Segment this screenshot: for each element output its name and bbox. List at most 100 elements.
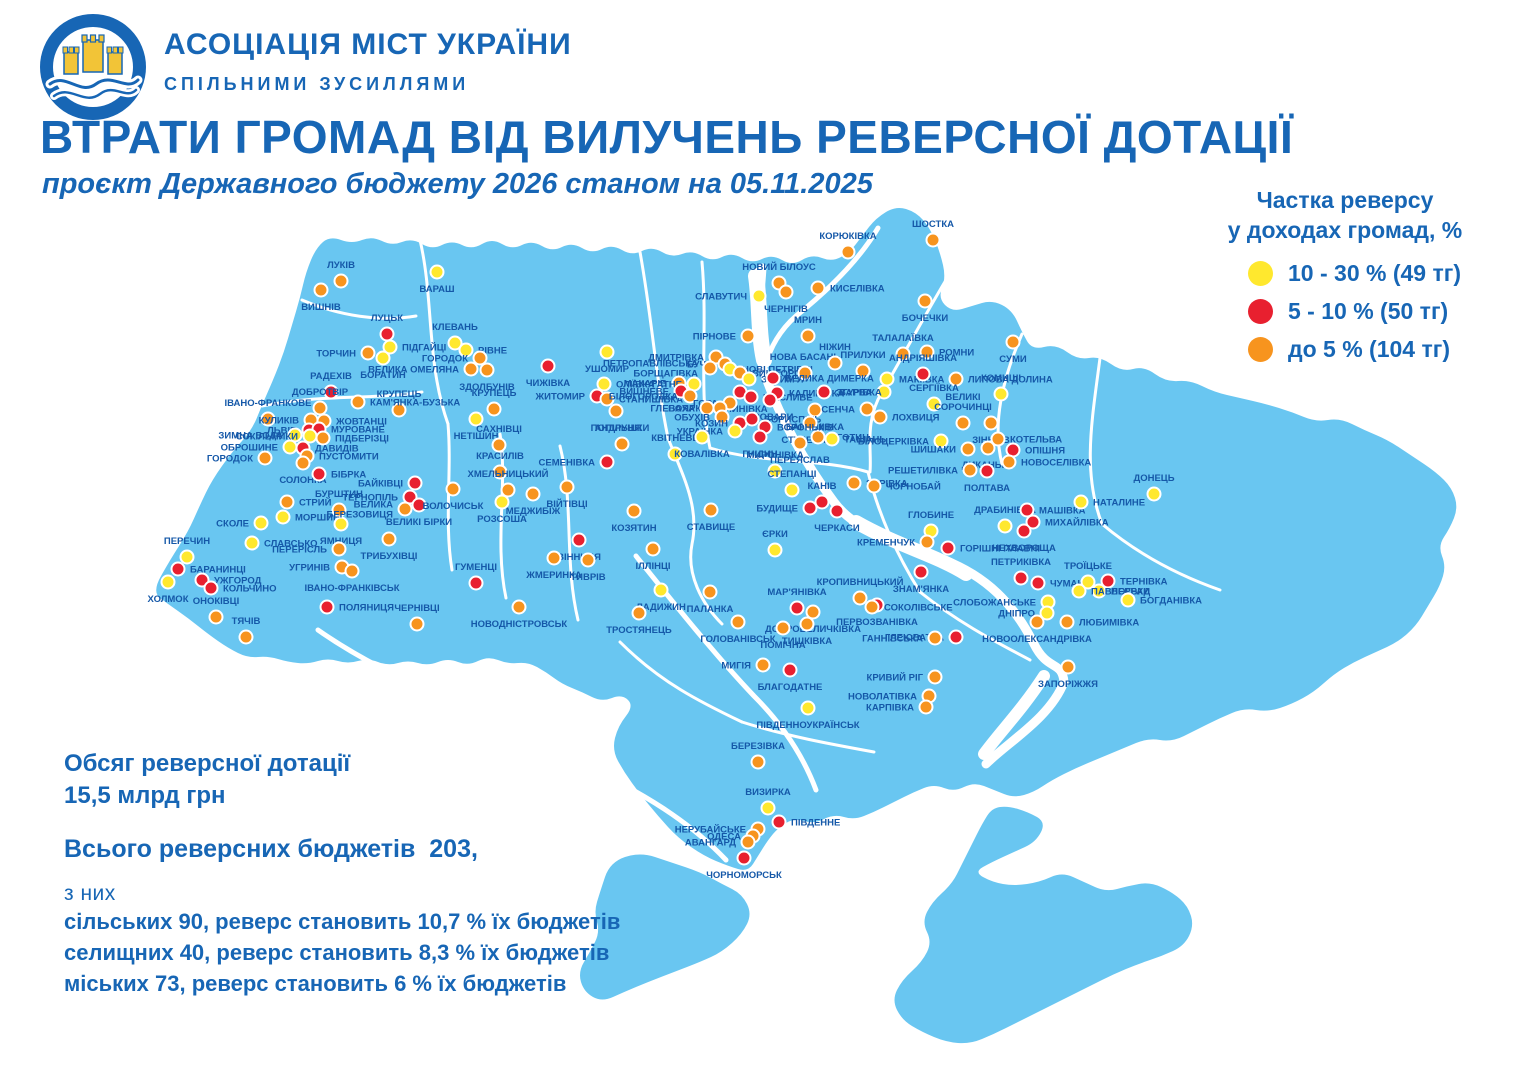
map-point: АВАНГАРД bbox=[685, 834, 756, 850]
legend-item-label: до 5 % (104 тг) bbox=[1288, 335, 1450, 362]
map-point: ОПІШНЯ bbox=[1005, 442, 1065, 458]
map-point: КАРПІВКА bbox=[866, 699, 934, 715]
map-point: ЖИТОМИР bbox=[535, 388, 605, 404]
map-point: ВІЙТІВЦІ bbox=[546, 479, 588, 510]
rivers bbox=[315, 225, 1069, 863]
map-point-label: ПРИЛУКИ bbox=[840, 350, 885, 361]
map-point-label: РОМНИ bbox=[939, 348, 974, 359]
map-point-label: ДОБРОВЕЛИЧКІВКА bbox=[765, 624, 861, 635]
map-point-label: ВЕЛИКА ДИМЕРКА bbox=[785, 374, 874, 385]
map-point: ОНОКІВЦІ bbox=[193, 596, 239, 625]
map-point-label: НЕХВОРОЩА bbox=[992, 543, 1056, 554]
legend-swatch-icon bbox=[1248, 260, 1273, 286]
map-point-label: БОЧЕЧКИ bbox=[902, 313, 949, 324]
map-point-label: НОВИЙ БІЛОУС bbox=[742, 261, 816, 273]
map-point-label: ОБРОШИНЕ bbox=[221, 443, 278, 454]
legend-items: 10 - 30 % (49 тг) 5 - 10 % (50 тг) до 5 % … bbox=[1180, 260, 1510, 363]
map-point-label: ГАННІВСЬКА bbox=[862, 634, 923, 645]
org-name: АСОЦІАЦІЯ МІСТ УКРАЇНИ bbox=[164, 28, 572, 61]
map-point: УГРИНІВ bbox=[289, 559, 350, 575]
map-point: ЛЮБИМІВКА bbox=[1059, 614, 1139, 630]
map-point-label: СОКІЛЬНИКИ bbox=[236, 432, 298, 443]
map-point: ШОСТКА bbox=[912, 219, 954, 248]
map-point: НОВОСЕЛІВКА bbox=[1001, 454, 1091, 470]
map-point: ЯМНИЦЯ bbox=[320, 516, 362, 547]
map-point: СТРИЙ bbox=[279, 494, 332, 510]
map-point-label: БРОВАРИ bbox=[747, 412, 794, 423]
map-point: НЕТІШИН bbox=[454, 411, 499, 442]
map-point-label: КРАСИЛІВ bbox=[476, 451, 524, 462]
map-point: СЕМЕНІВКА bbox=[539, 454, 615, 470]
map-point: ЄРКИ bbox=[762, 529, 788, 558]
legend-title-line1: Частка реверсу bbox=[1256, 187, 1434, 213]
map-point: ЛУЦЬК bbox=[371, 313, 403, 342]
map-point-label: ОПІШНЯ bbox=[1025, 446, 1065, 457]
page-subtitle: проєкт Державного бюджету 2026 станом на… bbox=[42, 168, 873, 200]
map-point: РЕШЕТИЛІВКА bbox=[888, 462, 978, 478]
map-point-label: ШИШАКИ bbox=[911, 445, 957, 456]
map-point-label: ЗДОЛБУНІВ bbox=[459, 382, 515, 393]
map-point: БОЧЕЧКИ bbox=[902, 293, 949, 324]
map-point-label: БЛАГОДАТНЕ bbox=[758, 682, 823, 693]
map-point-label: ЯГОТИН bbox=[830, 433, 869, 444]
map-point: ОБУХІВ bbox=[674, 409, 730, 425]
map-point: ПІВДЕННОУКРАЇНСЬК bbox=[756, 700, 860, 731]
map-point-label: СЛОБОЖАНСЬКЕ bbox=[953, 598, 1036, 609]
map-point: БУРШТИН bbox=[315, 489, 363, 518]
map-point: СТАНИШІВКА bbox=[599, 391, 683, 407]
org-tagline: СПІЛЬНИМИ ЗУСИЛЛЯМИ bbox=[164, 74, 470, 94]
map-point-label: БУРШТИН bbox=[315, 489, 363, 500]
map-point: СОЛОНКА bbox=[279, 455, 327, 486]
map-point-label: КОВАЛІВКА bbox=[674, 449, 730, 460]
map-point-label: ЖМЕРИНКА bbox=[525, 570, 582, 581]
map-point-label: ЗГУРІВКА bbox=[836, 388, 882, 399]
map-point-label: УГРИНІВ bbox=[289, 563, 330, 574]
map-point-label: КОЛЬЧИНО bbox=[223, 584, 276, 595]
map-point: КАНІВ bbox=[807, 481, 837, 510]
map-point-label: БІЛОГОРОДКА bbox=[609, 392, 678, 403]
map-point-label: ТЕРНІВКА bbox=[1120, 577, 1168, 588]
map-point: ТАЛАЛАЇВКА bbox=[872, 333, 934, 362]
map-point: КРИВИЙ РІГ bbox=[867, 669, 943, 685]
map-point: ЗГУРІВКА bbox=[816, 384, 882, 400]
map-point: ВІННИЦЯ bbox=[557, 532, 601, 563]
map-point-label: РОЗСОША bbox=[477, 514, 527, 525]
map-point-label: СЛАВСЬКО bbox=[264, 539, 318, 550]
map-point: ВАРВА bbox=[839, 384, 892, 400]
map-point: СКОЛЕ bbox=[216, 515, 269, 531]
map-point: БАЙКІВЦІ bbox=[358, 475, 423, 491]
map-point-label: ЩАСЛИВЕ bbox=[763, 393, 813, 404]
stats-block: Обсяг реверсної дотації 15,5 млрд грн Вс… bbox=[64, 748, 620, 999]
stats-of-them: з них bbox=[64, 881, 116, 905]
map-point: АНДРУШКИ bbox=[595, 423, 650, 452]
map-point: ЩАСЛИВЕ bbox=[743, 389, 813, 405]
map-point-label: ПЕРЕЧИН bbox=[164, 536, 210, 547]
map-point-label: СЕНЧА bbox=[821, 405, 855, 416]
map-point-label: ЗАЗИМ'Я bbox=[761, 375, 804, 386]
map-point-label: ВИШНЕВЕ bbox=[619, 387, 669, 398]
map-point-label: МАР'ЯНІВКА bbox=[767, 587, 826, 598]
map-point-label: ВЕРБКИ bbox=[1111, 587, 1150, 598]
map-point: ЧИЖІВКА bbox=[526, 358, 570, 389]
map-point: МАШІВКА bbox=[1019, 502, 1086, 518]
map-point: НОВООЛЕКСАНДРІВКА bbox=[982, 614, 1092, 645]
map-point-label: ПУСТОМИТИ bbox=[319, 452, 379, 463]
map-point-label: КОТЕЛЬВА bbox=[1010, 435, 1062, 446]
map-point-label: БІЛОЦЕРКІВКА bbox=[858, 437, 929, 448]
map-point-label: МИГІЯ bbox=[721, 661, 751, 672]
map-point-label: БОРАТИН bbox=[360, 370, 406, 381]
map-point-label: ХОЛМОК bbox=[147, 594, 188, 605]
map-point-label: СЕРГІЇВКА bbox=[909, 383, 959, 394]
map-point: КАМ'ЯНКА-БУЗЬКА bbox=[350, 394, 460, 410]
map-point-label: ВЕЛИКІ БІРКИ bbox=[386, 517, 452, 528]
map-point: СОКІЛЬНИКИ bbox=[236, 428, 318, 444]
map-point: МИГІЯ bbox=[721, 657, 771, 673]
map-point: ПЕРЕЧИН bbox=[164, 536, 210, 565]
legend: Частка реверсу у доходах громад, % 10 - … bbox=[1180, 186, 1510, 363]
map-point-label: ЧУМАКИ bbox=[1050, 579, 1090, 590]
map-point-label: КАМ'ЯНКА-БУЗЬКА bbox=[370, 398, 460, 409]
legend-title-line2: у доходах громад, % bbox=[1227, 216, 1463, 243]
map-point-label: ГОРОДОК bbox=[422, 354, 468, 365]
map-point: ГЛЕВАХА bbox=[650, 400, 715, 416]
map-point-label: НОВА БАСАНЬ bbox=[770, 352, 841, 363]
